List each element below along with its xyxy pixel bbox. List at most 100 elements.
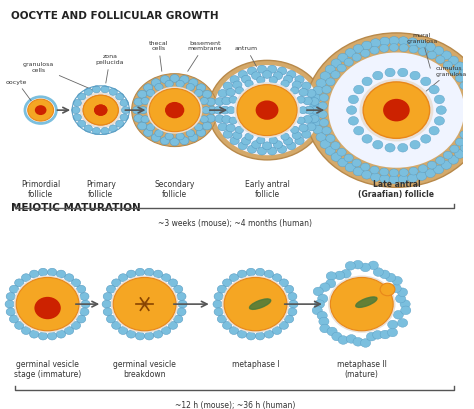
Circle shape bbox=[178, 301, 187, 308]
Circle shape bbox=[399, 45, 409, 52]
Circle shape bbox=[311, 95, 321, 103]
Circle shape bbox=[118, 274, 128, 282]
Circle shape bbox=[436, 157, 445, 165]
Circle shape bbox=[118, 327, 128, 335]
Circle shape bbox=[316, 133, 326, 142]
Circle shape bbox=[218, 285, 227, 293]
Circle shape bbox=[443, 62, 452, 70]
Circle shape bbox=[348, 117, 358, 126]
Ellipse shape bbox=[356, 297, 377, 308]
Circle shape bbox=[450, 146, 459, 153]
Circle shape bbox=[460, 144, 470, 153]
Circle shape bbox=[409, 168, 418, 175]
Circle shape bbox=[428, 52, 437, 60]
Circle shape bbox=[76, 285, 86, 293]
Circle shape bbox=[317, 312, 327, 320]
Circle shape bbox=[273, 141, 283, 149]
Text: thecal
cells: thecal cells bbox=[149, 40, 168, 72]
Circle shape bbox=[465, 76, 474, 85]
Circle shape bbox=[385, 274, 396, 282]
Circle shape bbox=[373, 331, 383, 339]
Circle shape bbox=[322, 128, 331, 135]
Circle shape bbox=[144, 129, 153, 137]
Circle shape bbox=[398, 175, 409, 184]
Circle shape bbox=[303, 98, 312, 106]
Circle shape bbox=[80, 308, 89, 316]
Circle shape bbox=[173, 315, 183, 323]
Circle shape bbox=[6, 293, 16, 301]
Circle shape bbox=[235, 88, 244, 95]
Circle shape bbox=[465, 137, 474, 146]
Circle shape bbox=[385, 69, 395, 78]
Circle shape bbox=[109, 89, 118, 96]
Circle shape bbox=[292, 82, 301, 90]
Circle shape bbox=[297, 97, 305, 104]
Circle shape bbox=[155, 84, 163, 91]
Circle shape bbox=[120, 115, 128, 121]
Circle shape bbox=[186, 84, 194, 91]
Circle shape bbox=[299, 107, 307, 115]
Circle shape bbox=[264, 270, 273, 278]
Circle shape bbox=[327, 327, 337, 336]
Circle shape bbox=[160, 137, 170, 145]
Circle shape bbox=[320, 283, 330, 292]
Circle shape bbox=[81, 301, 90, 308]
Circle shape bbox=[77, 121, 86, 128]
Circle shape bbox=[233, 132, 242, 140]
Circle shape bbox=[463, 124, 472, 131]
Circle shape bbox=[151, 135, 161, 142]
Circle shape bbox=[144, 85, 153, 92]
Circle shape bbox=[392, 277, 402, 285]
Circle shape bbox=[170, 75, 179, 83]
Circle shape bbox=[389, 169, 399, 177]
Circle shape bbox=[425, 169, 436, 178]
Circle shape bbox=[283, 138, 292, 146]
Circle shape bbox=[233, 82, 242, 90]
Circle shape bbox=[116, 121, 124, 128]
Circle shape bbox=[443, 152, 452, 160]
Circle shape bbox=[241, 138, 251, 146]
Circle shape bbox=[206, 115, 215, 123]
Circle shape bbox=[247, 146, 257, 154]
Circle shape bbox=[227, 107, 235, 115]
Circle shape bbox=[168, 279, 178, 287]
Circle shape bbox=[176, 133, 184, 141]
Circle shape bbox=[154, 270, 163, 278]
Circle shape bbox=[208, 107, 217, 115]
Circle shape bbox=[344, 155, 353, 162]
Circle shape bbox=[473, 99, 474, 107]
Circle shape bbox=[385, 144, 395, 153]
Circle shape bbox=[354, 86, 364, 94]
Circle shape bbox=[325, 66, 335, 74]
Circle shape bbox=[393, 311, 403, 319]
Circle shape bbox=[338, 336, 348, 344]
Circle shape bbox=[213, 301, 222, 308]
Circle shape bbox=[215, 115, 224, 123]
Circle shape bbox=[256, 77, 265, 84]
Circle shape bbox=[64, 274, 74, 282]
Circle shape bbox=[313, 288, 323, 296]
Circle shape bbox=[237, 330, 246, 338]
Circle shape bbox=[319, 119, 328, 127]
Circle shape bbox=[291, 88, 299, 95]
Circle shape bbox=[362, 78, 372, 86]
Circle shape bbox=[466, 107, 474, 115]
Circle shape bbox=[287, 142, 296, 151]
Circle shape bbox=[177, 293, 186, 301]
Circle shape bbox=[230, 76, 239, 84]
Circle shape bbox=[326, 280, 336, 288]
Circle shape bbox=[441, 52, 451, 61]
Circle shape bbox=[215, 99, 224, 106]
Circle shape bbox=[326, 79, 335, 87]
Circle shape bbox=[9, 285, 18, 293]
Circle shape bbox=[103, 293, 112, 301]
Circle shape bbox=[303, 116, 312, 124]
Circle shape bbox=[292, 132, 301, 140]
Circle shape bbox=[335, 272, 345, 280]
Circle shape bbox=[352, 54, 361, 62]
Circle shape bbox=[84, 126, 92, 133]
Circle shape bbox=[223, 131, 232, 139]
Text: Late antral
(Graafian) follicle: Late antral (Graafian) follicle bbox=[358, 179, 434, 199]
Circle shape bbox=[380, 330, 390, 339]
Circle shape bbox=[310, 115, 319, 123]
